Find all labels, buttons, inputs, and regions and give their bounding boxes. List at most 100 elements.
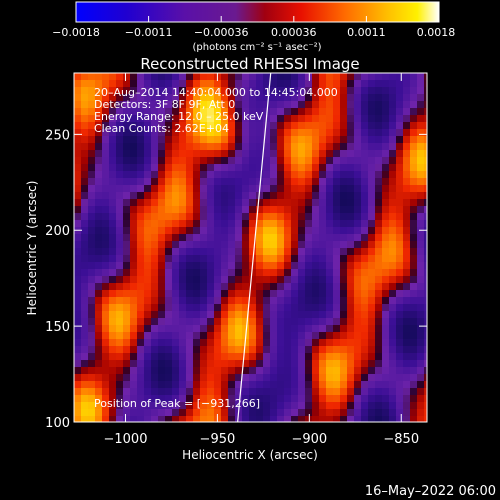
heatmap-cell [382, 367, 389, 374]
heatmap-cell [116, 122, 123, 129]
heatmap-cell [249, 73, 256, 80]
heatmap-cell [151, 360, 158, 367]
heatmap-cell [284, 318, 291, 325]
heatmap-cell [221, 87, 228, 94]
heatmap-cell [326, 283, 333, 290]
heatmap-cell [382, 416, 389, 422]
heatmap-cell [81, 304, 88, 311]
heatmap-cell [95, 339, 102, 346]
heatmap-cell [179, 374, 186, 381]
heatmap-cell [81, 178, 88, 185]
heatmap-cell [270, 409, 277, 416]
heatmap-cell [368, 129, 375, 136]
heatmap-cell [116, 101, 123, 108]
heatmap-cell [382, 87, 389, 94]
heatmap-cell [410, 213, 417, 220]
heatmap-cell [312, 416, 319, 422]
heatmap-cell [158, 185, 165, 192]
heatmap-cell [228, 108, 235, 115]
heatmap-cell [347, 136, 354, 143]
heatmap-cell [375, 297, 382, 304]
heatmap-cell [109, 262, 116, 269]
heatmap-cell [291, 339, 298, 346]
heatmap-cell [165, 339, 172, 346]
heatmap-cell [200, 395, 207, 402]
annotation-detectors: Detectors: 3F 8F 9F, Att 0 [94, 98, 236, 111]
heatmap-cell [382, 283, 389, 290]
heatmap-cell [375, 311, 382, 318]
heatmap-cell [410, 143, 417, 150]
heatmap-cell [249, 374, 256, 381]
heatmap-cell [214, 395, 221, 402]
heatmap-cell [137, 178, 144, 185]
heatmap-cell [410, 157, 417, 164]
heatmap-cell [340, 73, 347, 80]
heatmap-cell [74, 171, 81, 178]
heatmap-cell [249, 353, 256, 360]
heatmap-cell [389, 108, 396, 115]
heatmap-cell [291, 227, 298, 234]
heatmap-cell [172, 381, 179, 388]
heatmap-cell [263, 381, 270, 388]
heatmap-cell [123, 94, 130, 101]
heatmap-cell [340, 297, 347, 304]
heatmap-cell [403, 318, 410, 325]
heatmap-cell [74, 388, 81, 395]
heatmap-cell [396, 374, 403, 381]
heatmap-cell [417, 283, 424, 290]
heatmap-cell [172, 241, 179, 248]
heatmap-cell [326, 192, 333, 199]
heatmap-cell [403, 388, 410, 395]
heatmap-cell [354, 311, 361, 318]
heatmap-cell [200, 234, 207, 241]
heatmap-cell [123, 206, 130, 213]
heatmap-cell [305, 416, 312, 422]
heatmap-cell [424, 339, 427, 346]
heatmap-cell [186, 227, 193, 234]
heatmap-cell [410, 164, 417, 171]
heatmap-cell [396, 199, 403, 206]
heatmap-cell [291, 150, 298, 157]
heatmap-cell [249, 318, 256, 325]
heatmap-cell [116, 73, 123, 80]
heatmap-cell [74, 269, 81, 276]
heatmap-cell [424, 234, 427, 241]
heatmap-cell [326, 227, 333, 234]
heatmap-cell [340, 374, 347, 381]
heatmap-cell [144, 269, 151, 276]
heatmap-cell [424, 143, 427, 150]
heatmap-cell [368, 241, 375, 248]
heatmap-cell [270, 192, 277, 199]
heatmap-cell [235, 367, 242, 374]
heatmap-cell [158, 290, 165, 297]
heatmap-cell [158, 227, 165, 234]
heatmap-cell [305, 199, 312, 206]
heatmap-cell [284, 290, 291, 297]
heatmap-cell [137, 73, 144, 80]
heatmap-cell [389, 304, 396, 311]
heatmap-cell [354, 129, 361, 136]
heatmap-cell [305, 297, 312, 304]
heatmap-cell [389, 290, 396, 297]
heatmap-cell [228, 360, 235, 367]
heatmap-cell [403, 73, 410, 80]
heatmap-cell [410, 388, 417, 395]
heatmap-cell [242, 416, 249, 422]
heatmap-cell [165, 234, 172, 241]
heatmap-cell [312, 241, 319, 248]
heatmap-cell [158, 192, 165, 199]
heatmap-cell [396, 318, 403, 325]
heatmap-cell [403, 185, 410, 192]
heatmap-cell [81, 227, 88, 234]
heatmap-cell [263, 164, 270, 171]
heatmap-cell [263, 325, 270, 332]
heatmap-cell [102, 108, 109, 115]
heatmap-cell [312, 108, 319, 115]
heatmap-cell [228, 353, 235, 360]
heatmap-cell [102, 409, 109, 416]
heatmap-cell [186, 367, 193, 374]
heatmap-cell [116, 185, 123, 192]
heatmap-cell [74, 416, 81, 422]
heatmap-cell [347, 150, 354, 157]
heatmap-cell [88, 360, 95, 367]
